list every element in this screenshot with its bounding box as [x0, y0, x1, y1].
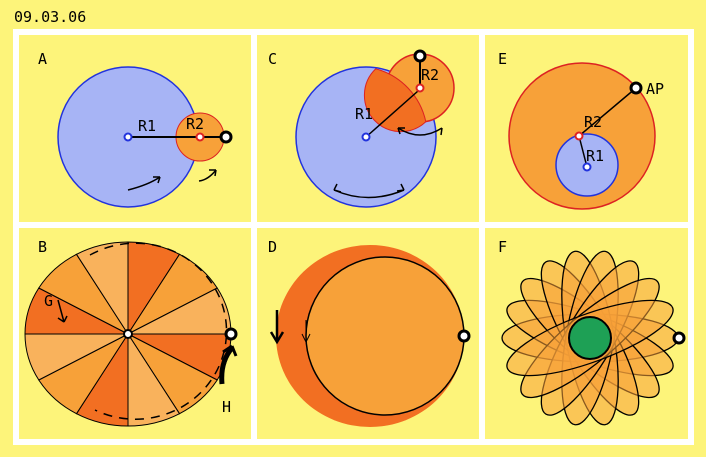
panel-d: D	[268, 238, 471, 427]
panel-f-tracing-point	[672, 331, 686, 345]
panel-b-g-label: G	[44, 292, 53, 310]
panel-f-label: F	[498, 238, 507, 256]
panel-c-rotation-arrow-2	[397, 127, 443, 136]
panel-e-r2-label: R2	[584, 113, 602, 131]
panel-b-g-arrow	[57, 299, 68, 323]
panel-a-rotation-arrow-2	[198, 169, 217, 182]
panel-c-center-r2	[415, 83, 425, 93]
panel-a-rotation-arrowhead-1	[153, 176, 161, 184]
panel-a-label: A	[38, 50, 47, 68]
panel-e: E R2 R1 AP	[498, 50, 664, 210]
panel-e-center-r1	[582, 162, 592, 172]
panel-f-center-circle	[568, 316, 612, 360]
panel-d-inner-circle	[305, 256, 465, 416]
panel-a-center-r2	[195, 132, 205, 142]
panel-e-center-r2	[574, 131, 584, 141]
panel-e-radius-r2-line	[578, 87, 637, 137]
panel-a: A R1 R2	[38, 50, 233, 208]
panel-c-radius-r1-line	[365, 90, 419, 138]
panel-d-label: D	[268, 238, 277, 256]
panel-b-center	[123, 329, 133, 339]
panel-b-h-label: H	[222, 398, 231, 416]
panel-a-center-r1	[123, 132, 133, 142]
panel-c-label: C	[268, 50, 277, 68]
panel-c: C R1 R2	[268, 49, 455, 208]
panel-e-label: E	[498, 50, 507, 68]
panel-a-rotation-arrowhead-2	[209, 169, 217, 177]
panel-a-rotation-arrow-1	[127, 176, 161, 191]
panel-c-rotation-arrowheads-2	[397, 127, 443, 136]
panel-e-radius-r1-line	[578, 135, 588, 168]
outer-frame	[13, 29, 694, 445]
panel-e-ap-label: AP	[646, 80, 664, 98]
panel-b: B G H	[24, 238, 238, 427]
panel-c-r1-label: R1	[355, 105, 373, 123]
panel-b-sectors	[24, 241, 232, 427]
panel-d-inner-arrow	[301, 320, 311, 344]
panel-a-r1-label: R1	[138, 117, 156, 135]
panel-c-center-r1	[361, 132, 371, 142]
panel-c-tracing-point	[413, 49, 427, 63]
panel-c-r2-label: R2	[421, 66, 439, 84]
panel-b-rotation-arrow	[219, 346, 234, 385]
panel-e-tracing-point	[629, 81, 643, 95]
panel-b-rotation-arrowhead	[222, 344, 238, 357]
panel-d-outer-arrowhead	[269, 331, 285, 345]
panel-a-tracing-point	[219, 130, 233, 144]
panel-b-label: B	[38, 238, 47, 256]
panel-d-tracing-point	[457, 329, 471, 343]
panel-e-r1-label: R1	[586, 147, 604, 165]
panel-b-tracing-point	[224, 327, 238, 341]
panel-f: F	[498, 238, 686, 426]
panel-c-rotation-arrowheads-1	[333, 183, 405, 193]
panel-a-r2-label: R2	[186, 115, 204, 133]
date-label: 09.03.06	[14, 8, 86, 26]
